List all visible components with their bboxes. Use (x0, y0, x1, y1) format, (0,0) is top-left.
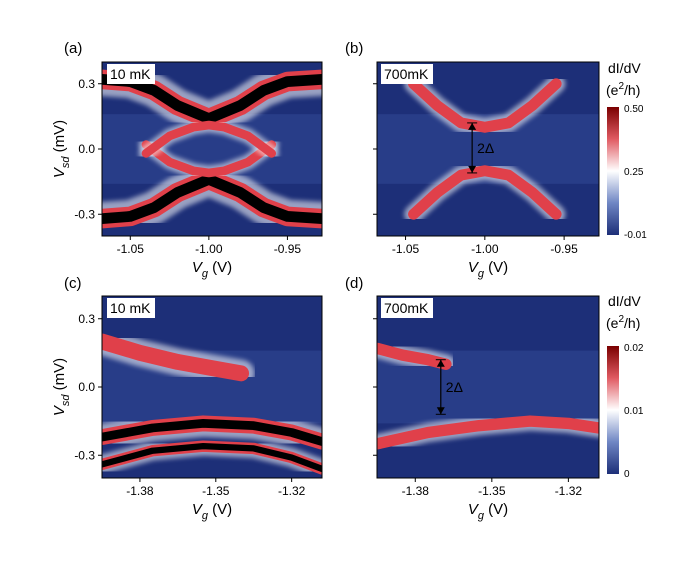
x-tick-label-a-1: -1.00 (195, 242, 223, 256)
gap-arrowhead-top-d (436, 359, 445, 367)
colorbar-bottom-unit: (e2/h) (606, 314, 640, 331)
x-tick-label-d-0: -1.38 (402, 484, 430, 498)
colorbar-top-tick-mid: 0.25 (624, 167, 644, 178)
colorbar-bottom: dI/dV (e2/h) 0.02 0.01 0 (606, 293, 644, 480)
panel-label-a: (a) (64, 40, 82, 57)
y-tick-label-c-1: 0.0 (78, 380, 95, 394)
panel-label-d: (d) (345, 275, 363, 292)
resonance-line-c-0 (102, 333, 250, 382)
gap-label-b: 2Δ (477, 140, 494, 156)
panel-label-b: (b) (345, 40, 363, 57)
x-tick-label-d-1: -1.35 (478, 484, 506, 498)
colorbar-bottom-tick-mid: 0.01 (624, 406, 644, 417)
colorbar-bottom-label: dI/dV (608, 293, 641, 309)
x-tick-label-b-2: -0.95 (550, 242, 578, 256)
resonance-line-d-1 (377, 415, 599, 450)
colorbar-top-tick-min: -0.01 (624, 230, 647, 241)
colorbar-bottom-tick-min: 0 (624, 469, 630, 480)
y-tick-label-c-2: -0.3 (74, 448, 95, 462)
panel-b: (b) -1.05 -1.00 -0.95 Vg (V) 2Δ 700mK (345, 40, 600, 280)
gap-label-d: 2Δ (446, 379, 463, 395)
resonance-saturated-c-1 (102, 419, 322, 446)
panel-a: (a) -1.05 -1.00 -0.95 0.3 0.0 -0.3 Vg (V) Vsd (… (51, 40, 323, 280)
temperature-label-box-d (381, 298, 433, 318)
temperature-label-b: 700mK (384, 66, 429, 82)
heatmap-b: -1.05 -1.00 -0.95 Vg (V) 2Δ (373, 61, 600, 280)
temperature-label-c: 10 mK (110, 300, 151, 316)
x-axis-label-b: Vg (V) (468, 259, 508, 280)
y-tick-label-c-0: 0.3 (78, 312, 95, 326)
heatmap-a: -1.05 -1.00 -0.95 0.3 0.0 -0.3 Vg (V) Vsd (mV) (51, 61, 323, 280)
y-axis-label-c: Vsd (mV) (51, 358, 72, 416)
resonance-line-b-0 (408, 165, 562, 220)
colorbar-top-unit: (e2/h) (606, 81, 640, 98)
y-tick-label-a-2: -0.3 (74, 207, 95, 221)
temperature-label-a: 10 mK (110, 66, 151, 82)
resonance-saturated-c-2 (102, 443, 322, 473)
temperature-label-box-c (107, 298, 155, 318)
x-tick-label-a-2: -0.95 (274, 242, 302, 256)
colorbar-top-label: dI/dV (608, 60, 641, 76)
temperature-label-box-a (107, 64, 155, 84)
x-tick-label-c-2: -1.32 (278, 484, 306, 498)
y-axis-label-a: Vsd (mV) (51, 120, 72, 178)
resonance-line-d-0 (377, 342, 452, 370)
resonance-line-a-3 (141, 120, 277, 158)
x-tick-label-a-0: -1.05 (117, 242, 145, 256)
temperature-label-d: 700mK (384, 300, 429, 316)
gap-arrowhead-top-b (468, 122, 477, 130)
x-tick-label-b-1: -1.00 (471, 242, 499, 256)
gap-arrowhead-bottom-d (436, 407, 445, 415)
resonance-line-a-2 (141, 140, 277, 178)
heatmap-c: -1.38 -1.35 -1.32 0.3 0.0 -0.3 Vg (V) Vsd (mV) (51, 295, 323, 522)
colorbar-top-gradient (607, 107, 619, 235)
panel-d: (d) -1.38 -1.35 -1.32 Vg (V) 2Δ 700mK (345, 275, 600, 522)
panel-label-c: (c) (64, 275, 82, 292)
x-axis-label-d: Vg (V) (468, 501, 508, 522)
x-axis-label-c: Vg (V) (192, 501, 232, 522)
colorbar-bottom-tick-max: 0.02 (624, 343, 644, 354)
heatmap-d: -1.38 -1.35 -1.32 Vg (V) 2Δ (373, 295, 600, 522)
colorbar-top-tick-max: 0.50 (624, 104, 644, 115)
colorbar-top: dI/dV (e2/h) 0.50 0.25 -0.01 (606, 60, 647, 241)
gap-arrowhead-bottom-b (468, 165, 477, 173)
x-tick-label-b-0: -1.05 (392, 242, 420, 256)
x-tick-label-c-0: -1.38 (126, 484, 154, 498)
resonance-line-b-1 (408, 78, 562, 133)
x-tick-label-d-2: -1.32 (555, 484, 583, 498)
y-tick-label-a-0: 0.3 (78, 77, 95, 91)
y-tick-label-a-1: 0.0 (78, 142, 95, 156)
x-axis-label-a: Vg (V) (192, 259, 232, 280)
x-tick-label-c-1: -1.35 (202, 484, 230, 498)
heatmap-background-d (377, 296, 599, 478)
colorbar-bottom-gradient (607, 346, 619, 474)
panel-c: (c) -1.38 -1.35 -1.32 0.3 0.0 -0.3 Vg (V) Vsd (… (51, 275, 323, 522)
temperature-label-box-b (381, 64, 433, 84)
